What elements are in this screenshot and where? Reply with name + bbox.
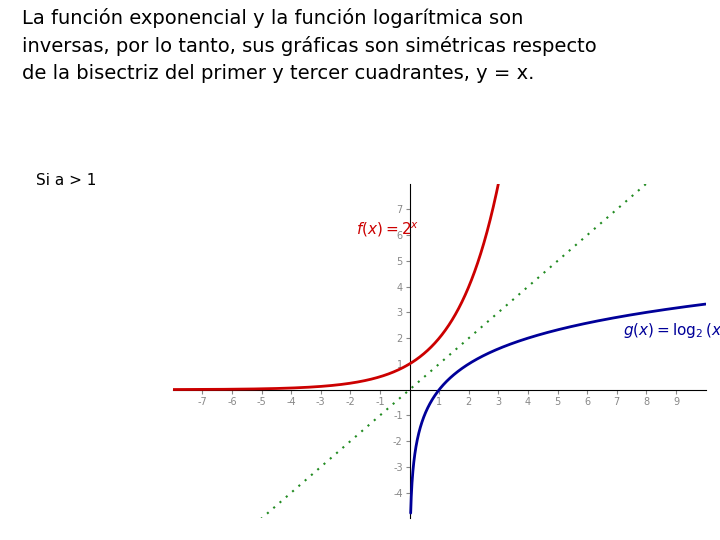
Text: La función exponencial y la función logarítmica son
inversas, por lo tanto, sus : La función exponencial y la función loga… <box>22 8 596 83</box>
Text: $f(x) = 2^x$: $f(x) = 2^x$ <box>356 221 420 239</box>
Text: Si a > 1: Si a > 1 <box>36 173 96 188</box>
Text: $g(x) = \log_2(x)$: $g(x) = \log_2(x)$ <box>623 321 720 340</box>
